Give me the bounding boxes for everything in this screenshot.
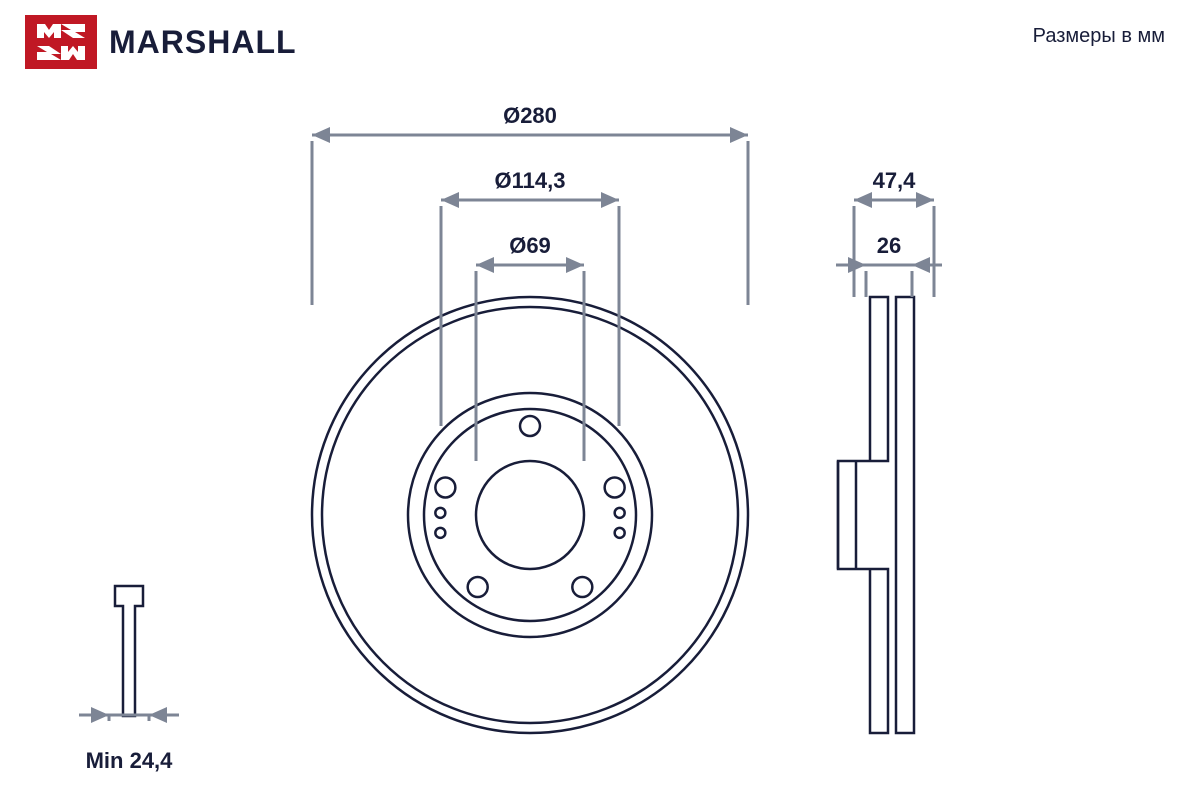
svg-text:Min 24,4: Min 24,4 bbox=[86, 748, 174, 773]
brand-logo: MARSHALL bbox=[25, 15, 297, 69]
logo-badge-icon bbox=[25, 15, 97, 69]
svg-text:26: 26 bbox=[877, 233, 901, 258]
svg-text:47,4: 47,4 bbox=[873, 168, 917, 193]
units-label: Размеры в мм bbox=[1033, 25, 1165, 48]
svg-text:Ø69: Ø69 bbox=[509, 233, 551, 258]
svg-text:Ø114,3: Ø114,3 bbox=[495, 168, 566, 193]
svg-text:Ø280: Ø280 bbox=[503, 103, 557, 128]
technical-drawing: Ø280 Ø114,3 Ø69 47,4 26 Min 24,4 bbox=[0, 0, 1200, 800]
